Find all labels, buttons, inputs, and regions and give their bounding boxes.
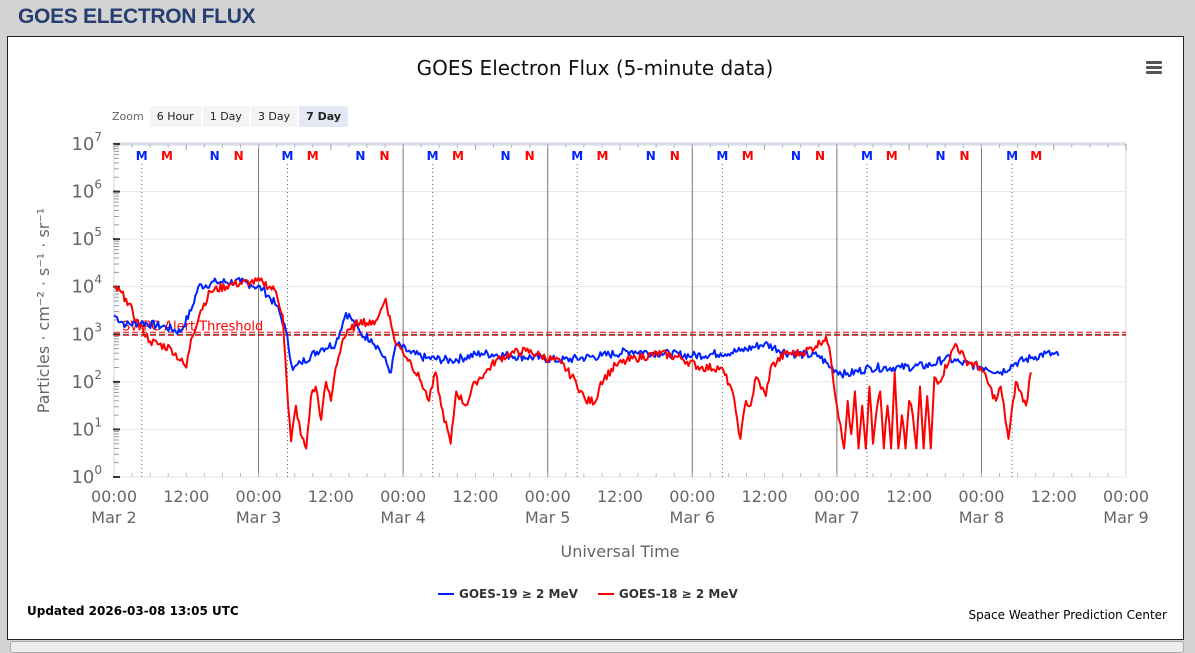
marker-m: M bbox=[282, 149, 294, 163]
y-tick-label: 105 bbox=[71, 225, 102, 250]
y-tick-label: 104 bbox=[71, 273, 102, 298]
legend-goes18[interactable]: GOES-18 ≥ 2 MeV bbox=[597, 587, 738, 601]
x-tick-time: 12:00 bbox=[163, 487, 209, 506]
x-tick-time: 00:00 bbox=[669, 487, 715, 506]
bottom-scrollbar[interactable] bbox=[10, 641, 1184, 653]
legend-goes18-label: GOES-18 ≥ 2 MeV bbox=[618, 587, 738, 601]
zoom-3-day-button[interactable]: 3 Day bbox=[250, 106, 298, 127]
marker-n: N bbox=[935, 149, 945, 163]
marker-n: N bbox=[646, 149, 656, 163]
marker-m: M bbox=[861, 149, 873, 163]
zoom-7-day-button[interactable]: 7 Day bbox=[299, 106, 349, 127]
x-axis-title: Universal Time bbox=[560, 542, 679, 561]
x-tick-date: Mar 4 bbox=[380, 508, 425, 527]
y-tick-label: 102 bbox=[71, 368, 102, 393]
x-tick-date: Mar 2 bbox=[91, 508, 136, 527]
x-tick-time: 00:00 bbox=[525, 487, 571, 506]
zoom-label: Zoom bbox=[112, 110, 144, 123]
marker-m: M bbox=[307, 149, 319, 163]
x-tick-time: 00:00 bbox=[814, 487, 860, 506]
marker-n: N bbox=[791, 149, 801, 163]
marker-m: M bbox=[716, 149, 728, 163]
page-title: GOES ELECTRON FLUX bbox=[18, 5, 256, 28]
marker-n: N bbox=[501, 149, 511, 163]
marker-m: M bbox=[452, 149, 464, 163]
marker-n: N bbox=[234, 149, 244, 163]
x-tick-date: Mar 5 bbox=[525, 508, 570, 527]
marker-n: N bbox=[670, 149, 680, 163]
zoom-1-day-button[interactable]: 1 Day bbox=[202, 106, 249, 127]
x-tick-time: 12:00 bbox=[886, 487, 932, 506]
y-tick-label: 101 bbox=[71, 415, 102, 440]
marker-m: M bbox=[571, 149, 583, 163]
series-goes18 bbox=[113, 277, 1032, 450]
marker-m: M bbox=[886, 149, 898, 163]
marker-n: N bbox=[815, 149, 825, 163]
x-tick-time: 00:00 bbox=[380, 487, 426, 506]
chart-title: GOES Electron Flux (5-minute data) bbox=[417, 56, 774, 80]
y-tick-label: 100 bbox=[71, 463, 102, 488]
legend-goes19-label: GOES-19 ≥ 2 MeV bbox=[459, 587, 578, 601]
electron-flux-chart: GOES Electron Flux (5-minute data) 100 101… bbox=[34, 56, 1149, 561]
zoom-6-hour-button[interactable]: 6 Hour bbox=[149, 106, 201, 127]
chart-panel: Zoom 6 Hour 1 Day 3 Day 7 Day GOES Elect… bbox=[7, 36, 1184, 640]
x-tick-time: 00:00 bbox=[958, 487, 1004, 506]
x-tick-time: 12:00 bbox=[742, 487, 788, 506]
x-tick-time: 12:00 bbox=[597, 487, 643, 506]
marker-n: N bbox=[960, 149, 970, 163]
marker-m: M bbox=[136, 149, 148, 163]
marker-n: N bbox=[525, 149, 535, 163]
marker-m: M bbox=[1030, 149, 1042, 163]
legend: GOES-19 ≥ 2 MeV GOES-18 ≥ 2 MeV bbox=[438, 587, 738, 601]
y-axis-title: Particles · cm⁻² · s⁻¹ · sr⁻¹ bbox=[34, 208, 53, 413]
menu-icon[interactable] bbox=[1146, 61, 1162, 76]
x-tick-date: Mar 3 bbox=[236, 508, 281, 527]
marker-m: M bbox=[742, 149, 754, 163]
zoom-controls: Zoom 6 Hour 1 Day 3 Day 7 Day bbox=[112, 106, 349, 127]
x-tick-time: 12:00 bbox=[1031, 487, 1077, 506]
x-tick-time: 00:00 bbox=[236, 487, 282, 506]
series-goes19 bbox=[113, 276, 1060, 379]
updated-timestamp: Updated 2026-03-08 13:05 UTC bbox=[27, 604, 239, 618]
marker-n: N bbox=[355, 149, 365, 163]
x-tick-time: 00:00 bbox=[91, 487, 137, 506]
credit: Space Weather Prediction Center bbox=[968, 608, 1167, 622]
marker-m: M bbox=[1006, 149, 1018, 163]
x-tick-time: 00:00 bbox=[1103, 487, 1149, 506]
y-tick-label: 106 bbox=[71, 178, 102, 203]
x-tick-date: Mar 7 bbox=[814, 508, 859, 527]
x-tick-time: 12:00 bbox=[308, 487, 354, 506]
x-tick-date: Mar 6 bbox=[670, 508, 715, 527]
x-tick-date: Mar 9 bbox=[1103, 508, 1148, 527]
legend-goes19[interactable]: GOES-19 ≥ 2 MeV bbox=[438, 587, 578, 601]
marker-n: N bbox=[210, 149, 220, 163]
marker-n: N bbox=[379, 149, 389, 163]
x-tick-time: 12:00 bbox=[452, 487, 498, 506]
marker-m: M bbox=[161, 149, 173, 163]
y-tick-label: 107 bbox=[71, 130, 102, 155]
plot-border bbox=[113, 143, 1127, 478]
marker-m: M bbox=[597, 149, 609, 163]
marker-m: M bbox=[427, 149, 439, 163]
x-tick-date: Mar 8 bbox=[959, 508, 1004, 527]
y-tick-label: 103 bbox=[71, 320, 102, 345]
